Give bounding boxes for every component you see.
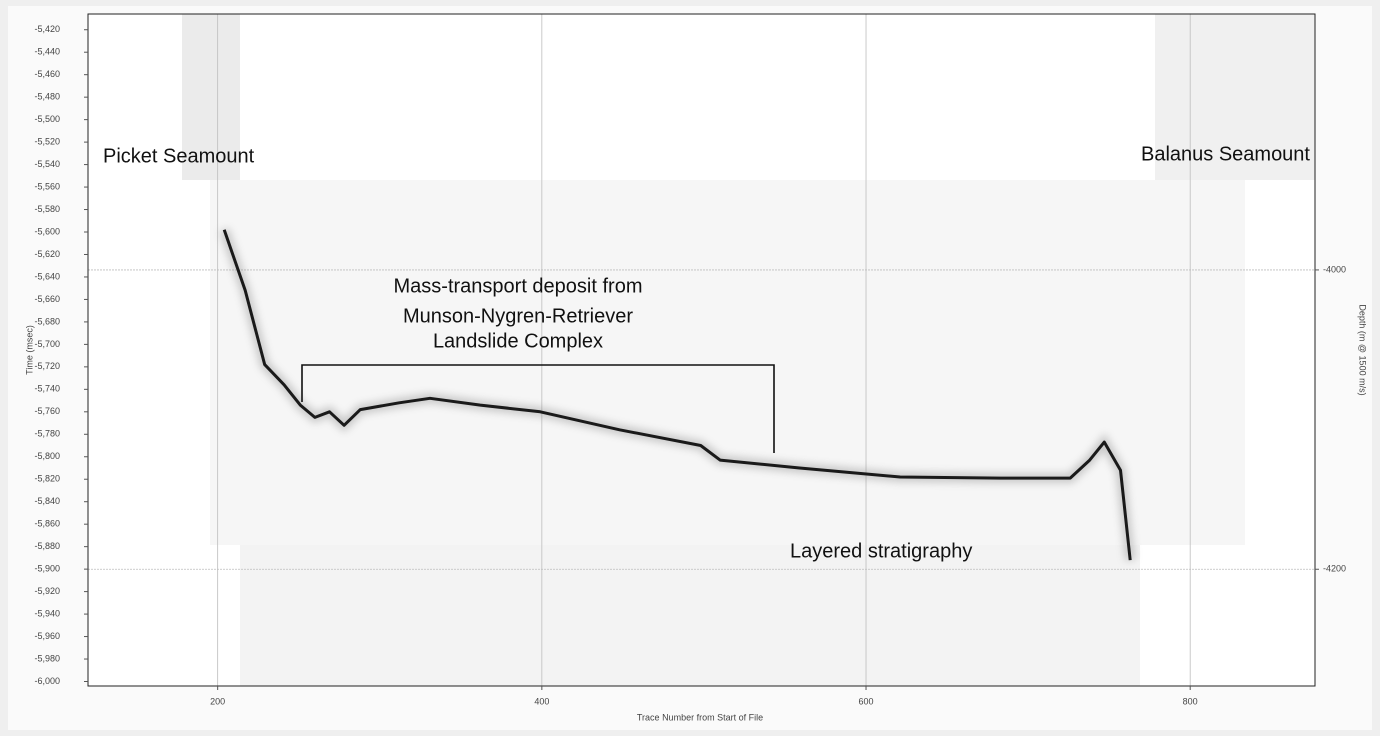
y-tick-label: -5,500 — [34, 114, 60, 124]
noise-block — [1155, 14, 1315, 180]
y-tick-label: -5,800 — [34, 451, 60, 461]
y-tick-label: -5,860 — [34, 519, 60, 529]
y2-tick-label: -4200 — [1323, 564, 1346, 574]
seafloor-line — [222, 229, 1132, 561]
x-tick-label: 600 — [859, 696, 874, 706]
y-tick-label: -5,540 — [34, 159, 60, 169]
annotation: Picket Seamount — [103, 145, 255, 167]
y2-tick-label: -4000 — [1323, 264, 1346, 274]
y-tick-label: -5,580 — [34, 204, 60, 214]
y-tick-label: -5,820 — [34, 474, 60, 484]
x-tick-label: 200 — [210, 696, 225, 706]
y-tick-label: -5,740 — [34, 384, 60, 394]
y-tick-label: -5,960 — [34, 631, 60, 641]
y-tick-label: -5,700 — [34, 339, 60, 349]
x-axis-title: Trace Number from Start of File — [637, 712, 763, 722]
y-tick-label: -5,840 — [34, 496, 60, 506]
y-tick-label: -5,680 — [34, 316, 60, 326]
noise-block — [210, 180, 1245, 545]
plot — [88, 14, 1315, 686]
bracket — [301, 364, 775, 453]
y-tick-label: -5,780 — [34, 429, 60, 439]
y-tick-label: -5,420 — [34, 24, 60, 34]
y-tick-label: -5,980 — [34, 653, 60, 663]
y-tick-label: -5,480 — [34, 92, 60, 102]
annotation: Layered stratigraphy — [790, 540, 972, 562]
y-tick-label: -5,660 — [34, 294, 60, 304]
annotation: Balanus Seamount — [1141, 143, 1310, 165]
y-tick-label: -5,620 — [34, 249, 60, 259]
y-tick-label: -5,640 — [34, 271, 60, 281]
y-tick-label: -5,520 — [34, 136, 60, 146]
y-tick-label: -5,560 — [34, 181, 60, 191]
y-tick-label: -5,460 — [34, 69, 60, 79]
plot-frame — [87, 13, 1316, 687]
annotation: Landslide Complex — [433, 330, 603, 352]
x-tick-label: 800 — [1183, 696, 1198, 706]
annotation: Mass-transport deposit from — [394, 275, 643, 297]
noise-block — [182, 14, 240, 180]
annotation: Munson-Nygren-Retriever — [403, 305, 633, 327]
y-tick-label: -5,760 — [34, 406, 60, 416]
y-tick-label: -5,940 — [34, 608, 60, 618]
y-tick-label: -5,880 — [34, 541, 60, 551]
noise-block — [240, 545, 1140, 686]
y-tick-label: -5,920 — [34, 586, 60, 596]
y-axis-title: Time (msec) — [24, 325, 34, 375]
y-tick-label: -5,600 — [34, 226, 60, 236]
y-tick-label: -5,900 — [34, 564, 60, 574]
y-tick-label: -5,440 — [34, 47, 60, 57]
y-tick-label: -6,000 — [34, 676, 60, 686]
y-tick-label: -5,720 — [34, 361, 60, 371]
y2-axis-title: Depth (m @ 1500 m/s) — [1358, 304, 1368, 395]
x-tick-label: 400 — [534, 696, 549, 706]
